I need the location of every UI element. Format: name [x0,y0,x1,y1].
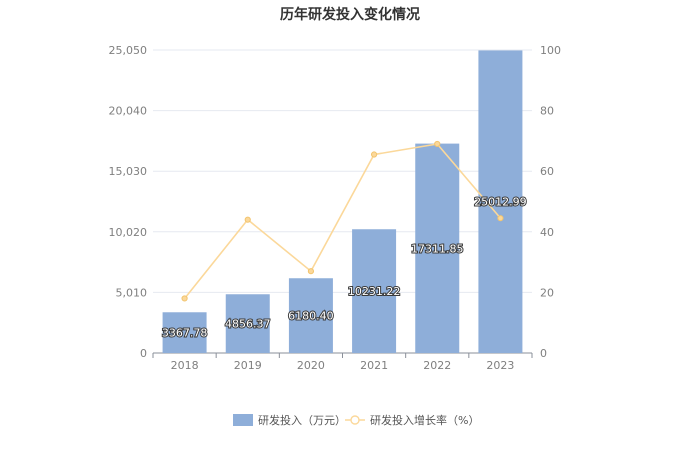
growth-rate-point [370,151,378,158]
legend-label-line: 研发投入增长率（%） [370,413,479,427]
bar [225,294,270,353]
chart-title: 历年研发投入变化情况 [280,7,420,23]
y-right-tick-label: 0 [540,347,547,360]
x-tick-label: 2021 [360,359,388,372]
bar-value-label: 4856.37 [225,318,271,331]
bar [352,229,397,353]
y-left-tick-label: 0 [140,347,147,360]
growth-rate-point [244,216,251,223]
growth-rate-line [183,143,502,299]
y-left-tick-label: 15,030 [109,165,148,178]
growth-rate-point [307,268,315,275]
growth-rate-point [181,295,188,302]
y-right-tick-label: 100 [540,44,561,57]
bar-value-label: 6180.40 [288,310,334,323]
bar-value-label: 17311.85 [411,242,464,255]
x-tick-label: 2022 [423,359,451,372]
y-left-tick-label: 5,010 [116,286,148,299]
bar-value-label: 25012.99 [474,196,527,209]
y-left-tick-label: 20,040 [109,105,148,118]
bar [288,278,333,353]
bar-value-label: 3367.78 [162,327,208,340]
y-right-tick-label: 20 [540,286,554,299]
legend-label-bar: 研发投入（万元） [258,413,346,427]
y-right-tick-label: 60 [540,165,554,178]
y-left-tick-label: 25,050 [109,44,148,57]
legend-swatch-point [350,415,360,425]
x-tick-label: 2018 [171,359,199,372]
bar [415,143,460,353]
x-tick-label: 2020 [297,359,325,372]
y-right-tick-label: 80 [540,105,554,118]
bar [162,312,207,353]
y-right-tick-label: 40 [540,226,554,239]
y-left-tick-label: 10,020 [109,226,148,239]
growth-rate-point [434,140,441,148]
bar-value-label: 10231.22 [348,285,401,298]
x-tick-label: 2019 [234,359,262,372]
growth-rate-point [497,215,504,222]
x-tick-label: 2023 [486,359,514,372]
legend-swatch-bar [233,414,253,426]
